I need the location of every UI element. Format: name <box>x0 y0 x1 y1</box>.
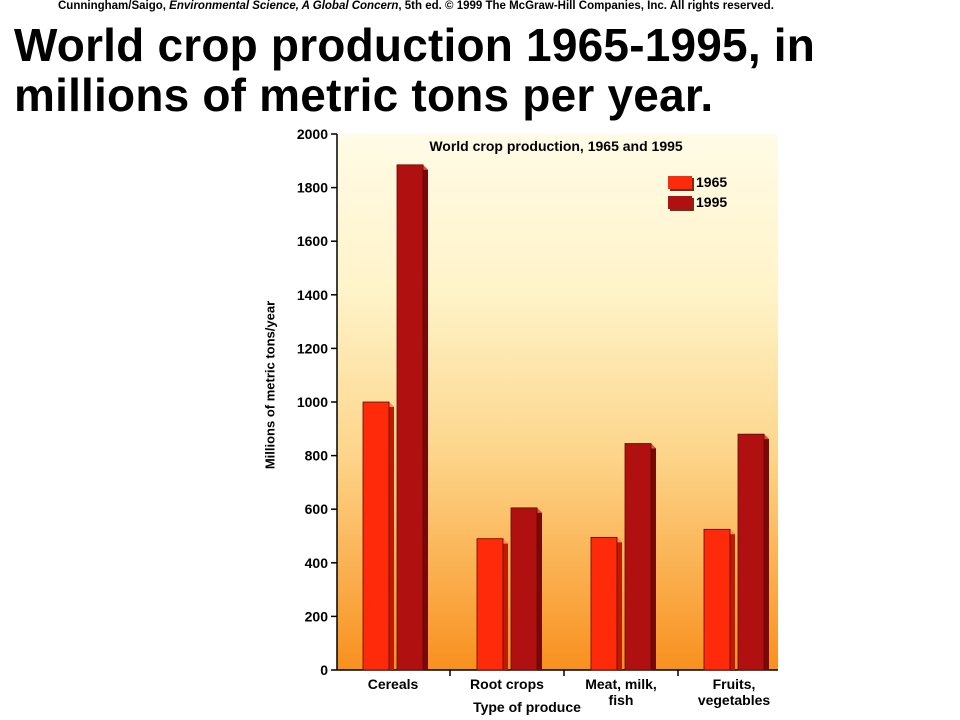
bar-1965-root-crops <box>476 538 504 671</box>
y-axis-label: Millions of metric tons/year <box>262 300 278 470</box>
y-tick-label: 1000 <box>297 394 328 410</box>
bar-side-1965-cereals <box>389 402 394 670</box>
y-tick-label: 200 <box>305 608 329 624</box>
x-axis-label: Type of produce <box>473 699 581 715</box>
legend-item-1965: 1965 <box>668 172 727 192</box>
copyright-credit: Cunningham/Saigo, Environmental Science,… <box>58 0 774 12</box>
y-tick-label: 600 <box>305 501 329 517</box>
y-tick-label: 1200 <box>297 340 328 356</box>
bar-1965-meat-milk-fish <box>590 536 618 671</box>
legend-label-1995: 1995 <box>696 194 728 210</box>
chart-title: World crop production, 1965 and 1995 <box>429 138 683 154</box>
bar-1995-root-crops <box>510 507 538 671</box>
bar-1965-cereals <box>362 401 390 671</box>
y-tick-label: 1400 <box>297 287 328 303</box>
bar-side-1995-meat-milk-fish <box>651 443 656 670</box>
bar-1995-meat-milk-fish <box>624 443 652 671</box>
bar-1965-fruits-vegetables <box>703 528 731 671</box>
category-label-fruits-vegetables: Fruits, vegetables <box>697 676 771 708</box>
credit-book-title: Environmental Science, A Global Concern <box>169 0 399 12</box>
bar-side-1995-root-crops <box>537 507 542 670</box>
legend-swatch-1965 <box>668 175 692 189</box>
bar-side-1995-fruits-vegetables <box>764 434 769 670</box>
bar-side-1965-root-crops <box>503 538 508 670</box>
credit-authors: Cunningham/Saigo, <box>58 0 170 12</box>
legend-label-1965: 1965 <box>696 174 728 190</box>
y-tick-label: 2000 <box>297 126 328 142</box>
bar-side-1965-meat-milk-fish <box>617 537 622 670</box>
legend-item-1995: 1995 <box>668 192 727 212</box>
y-tick-label: 1600 <box>297 233 328 249</box>
bar-1995-cereals <box>396 164 424 671</box>
y-tick-label: 0 <box>320 662 328 678</box>
chart-legend: 1965 1995 <box>668 172 727 212</box>
y-tick-label: 800 <box>305 448 329 464</box>
bar-side-1995-cereals <box>423 164 428 670</box>
category-label-meat-milk-fish: Meat, milk, fish <box>585 676 657 708</box>
slide-title: World crop production 1965-1995, in mill… <box>14 19 816 121</box>
y-tick-label: 400 <box>305 555 329 571</box>
category-label-root-crops: Root crops <box>470 676 544 692</box>
category-label-cereals: Cereals <box>367 676 419 692</box>
credit-rest: , 5th ed. © 1999 The McGraw-Hill Compani… <box>398 0 774 12</box>
legend-swatch-1995 <box>668 195 692 209</box>
y-tick-label: 1800 <box>297 180 328 196</box>
bar-side-1965-fruits-vegetables <box>730 529 735 670</box>
bar-1995-fruits-vegetables <box>737 433 765 671</box>
